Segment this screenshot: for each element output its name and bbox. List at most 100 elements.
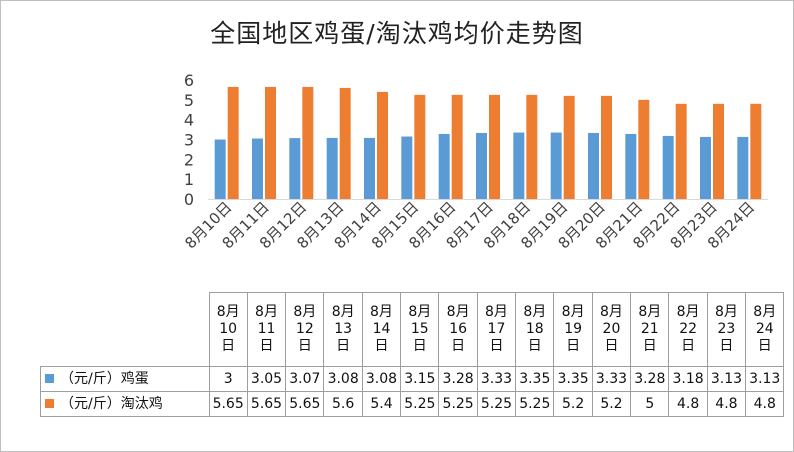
- hen-price-bar: [563, 95, 575, 199]
- table-date-header: 8月 15 日: [400, 292, 440, 367]
- table-date-header: 8月 12 日: [285, 292, 325, 367]
- table-date-header: 8月 24 日: [745, 292, 785, 367]
- egg-price-bar: [476, 132, 487, 199]
- table-value-cell: 5.25: [476, 391, 517, 417]
- date-header-line: 8月: [714, 304, 738, 320]
- table-value-cell: 5.65: [285, 391, 325, 417]
- table-value-cell: 3.13: [745, 366, 785, 392]
- table-value-cell: 5.4: [361, 391, 402, 417]
- date-header-line: 日: [336, 338, 351, 354]
- table-value-cell: 3.28: [438, 366, 478, 392]
- date-header-line: 10: [219, 321, 238, 337]
- legend-label: （元/斤）淘汰鸡: [60, 395, 163, 412]
- data-table: 8月 10 日 8月 11 日 8月 12 日 8月 13 日 8月 14 日 8月 15 日 8月 16 日 8月 17 日…: [40, 292, 785, 417]
- egg-price-bar: [438, 133, 450, 199]
- date-header-line: 8月: [638, 304, 662, 320]
- hen-price-bar: [489, 94, 500, 199]
- date-header-line: 日: [604, 338, 619, 354]
- table-value-cell: 3.33: [476, 366, 517, 392]
- table-value-cell: 3: [208, 366, 248, 392]
- table-value-cell: 4.8: [668, 391, 708, 417]
- date-header-line: 11: [257, 321, 276, 337]
- egg-price-bar: [326, 137, 338, 199]
- table-value-cell: 3.35: [515, 366, 555, 392]
- table-value-cell: 3.35: [553, 366, 593, 392]
- y-tick-label: 1: [184, 170, 194, 189]
- date-header-line: 日: [489, 338, 504, 354]
- table-value-cell: 3.07: [285, 366, 325, 392]
- legend-swatch: [45, 398, 54, 408]
- table-value-cell: 5.2: [553, 391, 593, 417]
- hen-price-bar: [302, 86, 314, 199]
- table-date-header: 8月 19 日: [553, 292, 593, 367]
- legend-entry: （元/斤）鸡蛋: [40, 366, 210, 392]
- table-value-cell: 3.05: [246, 366, 287, 392]
- egg-price-bar: [700, 136, 711, 199]
- table-value-cell: 5.25: [515, 391, 555, 417]
- table-date-header: 8月 16 日: [438, 292, 478, 367]
- date-header-line: 8月: [523, 304, 547, 320]
- table-corner: [41, 293, 210, 367]
- table-value-cell: 3.08: [361, 366, 402, 392]
- table-date-header: 8月 11 日: [246, 292, 287, 367]
- date-header-line: 8月: [408, 304, 432, 320]
- legend-entry: （元/斤）淘汰鸡: [40, 391, 210, 417]
- y-tick-label: 5: [184, 91, 194, 110]
- table-value-cell: 5.25: [400, 391, 440, 417]
- date-header-line: 18: [525, 321, 544, 337]
- date-header-line: 8月: [331, 304, 355, 320]
- table-value-cell: 5.25: [438, 391, 478, 417]
- hen-price-bar: [750, 103, 762, 199]
- hen-price-bar: [713, 103, 724, 199]
- table-date-header: 8月 21 日: [630, 292, 670, 367]
- date-header-line: 8月: [216, 304, 240, 320]
- date-header-line: 16: [449, 321, 468, 337]
- hen-price-bar: [339, 87, 351, 199]
- table-row: （元/斤）鸡蛋 3 3.05 3.07 3.08 3.08 3.15 3.28 3.33 3.35…: [40, 366, 785, 392]
- hen-price-bar: [227, 86, 239, 199]
- table-value-cell: 4.8: [745, 391, 785, 417]
- hen-price-bar: [675, 103, 687, 199]
- date-header-line: 日: [297, 338, 312, 354]
- hen-price-bar: [451, 94, 463, 199]
- date-header-line: 8月: [446, 304, 470, 320]
- date-header-line: 22: [679, 321, 698, 337]
- hen-price-bar: [377, 91, 388, 199]
- table-value-cell: 5.65: [246, 391, 287, 417]
- egg-price-bar: [252, 138, 263, 199]
- table-date-header: 8月 22 日: [668, 292, 708, 367]
- table-value-cell: 5.65: [208, 391, 248, 417]
- date-header-line: 12: [295, 321, 314, 337]
- egg-price-bar: [364, 137, 375, 199]
- y-tick-label: 3: [184, 131, 194, 150]
- egg-price-bar: [214, 139, 226, 199]
- legend-swatch: [45, 373, 54, 383]
- date-header-line: 8月: [485, 304, 508, 320]
- egg-price-bar: [588, 132, 599, 199]
- table-date-header: 8月 10 日: [208, 292, 248, 367]
- table-value-cell: 4.8: [706, 391, 747, 417]
- chart-title: 全国地区鸡蛋/淘汰鸡均价走势图: [210, 19, 584, 48]
- legend-label: （元/斤）鸡蛋: [60, 370, 149, 387]
- date-header-line: 日: [757, 338, 772, 354]
- date-header-line: 13: [334, 321, 353, 337]
- date-header-line: 8月: [293, 304, 317, 320]
- table-value-cell: 3.33: [591, 366, 632, 392]
- table-date-header: 8月 18 日: [515, 292, 555, 367]
- date-header-line: 8月: [255, 304, 278, 320]
- table-date-header: 8月 14 日: [361, 292, 402, 367]
- hen-price-bar: [526, 94, 538, 199]
- table-value-cell: 3.18: [668, 366, 708, 392]
- table-value-cell: 3.28: [630, 366, 670, 392]
- table-date-header: 8月 17 日: [476, 292, 517, 367]
- egg-price-bar: [737, 136, 749, 199]
- date-header-line: 21: [640, 321, 659, 337]
- egg-price-bar: [289, 138, 301, 199]
- date-header-line: 日: [259, 338, 274, 354]
- y-tick-label: 2: [184, 150, 194, 169]
- hen-price-bar: [601, 95, 612, 199]
- egg-price-bar: [513, 132, 525, 199]
- egg-price-bar: [401, 136, 413, 199]
- date-header-line: 日: [374, 338, 389, 354]
- table-value-cell: 3.08: [323, 366, 363, 392]
